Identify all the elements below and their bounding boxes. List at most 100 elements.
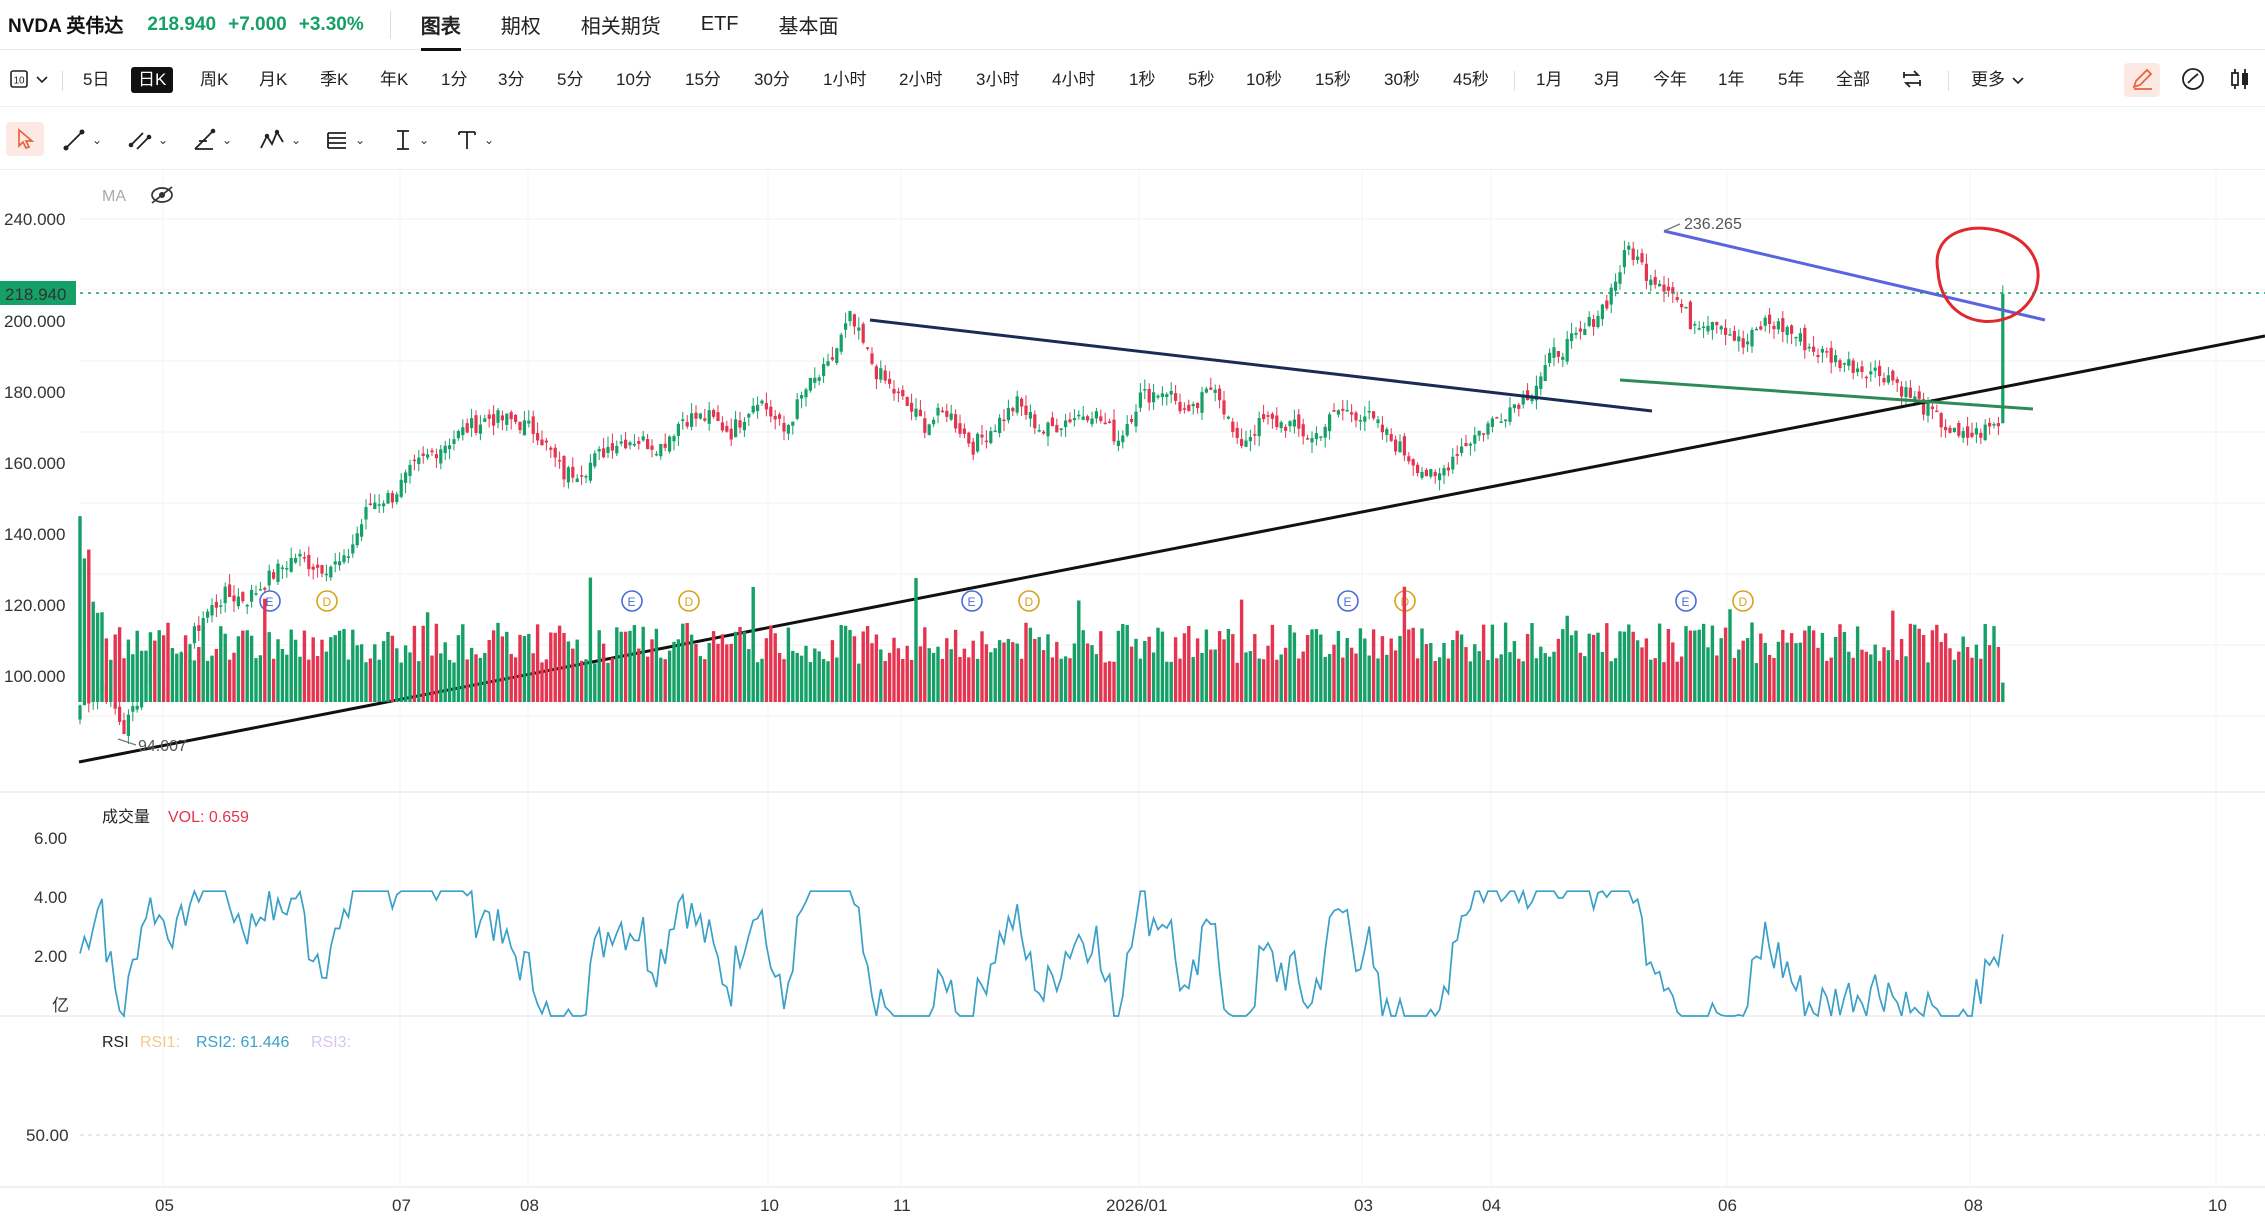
range-3-month[interactable]: 3月 [1594, 70, 1621, 89]
period-1m[interactable]: 1分 [441, 70, 468, 89]
range-1-year[interactable]: 1年 [1718, 70, 1745, 89]
tab-options[interactable]: 期权 [500, 16, 541, 38]
event-markers[interactable]: EDEDEDEDED [259, 590, 1754, 612]
candle [1011, 406, 1015, 417]
dividend-marker[interactable]: D [1018, 590, 1040, 612]
more-label: 更多 [1971, 70, 2005, 89]
candle [1015, 390, 1019, 416]
period-30s[interactable]: 30秒 [1384, 70, 1420, 89]
candle [1429, 468, 1433, 479]
period-5d[interactable]: 5日 [83, 70, 110, 89]
text-tool[interactable]: ⌄ [456, 126, 494, 154]
fib-tool[interactable]: ⌄ [192, 126, 232, 154]
green-support-line[interactable] [1619, 378, 2034, 411]
period-5s[interactable]: 5秒 [1188, 70, 1215, 89]
candle [241, 591, 245, 604]
period-2h[interactable]: 2小时 [899, 70, 943, 89]
annotation-tool[interactable]: ⌄ [393, 126, 429, 154]
tab-chart[interactable]: 图表 [420, 0, 461, 51]
drawings-layer[interactable] [78, 226, 2265, 764]
candle [632, 434, 636, 447]
tab-related-futures[interactable]: 相关期货 [580, 16, 661, 38]
tab-etf[interactable]: ETF [700, 13, 739, 35]
highlight-ellipse[interactable] [1935, 226, 2040, 323]
chart-type-selector[interactable]: 10 [10, 66, 54, 92]
period-15s[interactable]: 15秒 [1315, 70, 1351, 89]
candle [712, 408, 716, 419]
period-45s[interactable]: 45秒 [1453, 70, 1489, 89]
eye-slash-icon[interactable] [151, 186, 173, 204]
candle [1125, 415, 1129, 438]
period-3m[interactable]: 3分 [498, 70, 525, 89]
period-4h[interactable]: 4小时 [1052, 70, 1096, 89]
earnings-marker[interactable]: E [961, 590, 983, 612]
line-tool[interactable]: ⌄ [62, 126, 102, 154]
volume-bar [1222, 639, 1226, 702]
draw-toggle-button[interactable] [2124, 63, 2160, 97]
layout-button[interactable] [2228, 66, 2254, 92]
period-1s[interactable]: 1秒 [1129, 70, 1156, 89]
period-1h[interactable]: 1小时 [823, 70, 867, 89]
dividend-marker[interactable]: D [316, 590, 338, 612]
resistance-trendline[interactable] [869, 318, 1653, 413]
period-15m[interactable]: 15分 [685, 70, 721, 89]
volume-bar [865, 626, 870, 702]
period-yearly[interactable]: 年K [380, 70, 409, 89]
pattern-tool[interactable]: ⌄ [259, 126, 301, 154]
candle [1086, 414, 1090, 423]
volume-bar [1939, 641, 1943, 702]
dividend-marker[interactable]: D [678, 590, 700, 612]
range-ytd[interactable]: 今年 [1653, 70, 1687, 89]
indicator-button[interactable] [2180, 66, 2206, 92]
volume-bar [1424, 644, 1429, 702]
channel-tool[interactable]: ⌄ [128, 126, 168, 154]
candle [870, 347, 874, 366]
candle [531, 410, 535, 444]
candle [505, 413, 509, 432]
earnings-marker[interactable]: E [259, 590, 281, 612]
chart-area[interactable]: 240.000 200.000 180.000 160.000 140.000 … [0, 171, 2265, 1216]
period-10m[interactable]: 10分 [616, 70, 652, 89]
volume-bar [606, 662, 610, 702]
ma-label[interactable]: MA [102, 188, 126, 205]
period-30m[interactable]: 30分 [754, 70, 790, 89]
volume-bar [1393, 650, 1398, 702]
ticker-name[interactable]: NVDA 英伟达 [8, 16, 124, 37]
compare-swap-button[interactable] [1901, 68, 1923, 94]
period-5m[interactable]: 5分 [557, 70, 584, 89]
candle [1411, 458, 1415, 476]
volume-bar [522, 636, 527, 702]
cursor-tool[interactable] [6, 122, 44, 156]
candle [650, 439, 654, 458]
candle [954, 409, 958, 433]
candle [1851, 358, 1855, 380]
candle [1508, 397, 1512, 426]
candle [1020, 397, 1024, 416]
dividend-marker[interactable]: D [1732, 590, 1754, 612]
period-daily[interactable]: 日K [131, 67, 174, 93]
period-3h[interactable]: 3小时 [976, 70, 1020, 89]
earnings-marker[interactable]: E [621, 590, 643, 612]
candle-type-icon: 10 [10, 70, 48, 88]
candle [1068, 412, 1072, 424]
more-menu-button[interactable]: 更多 [1971, 67, 2026, 93]
period-10s[interactable]: 10秒 [1246, 70, 1282, 89]
range-5-year[interactable]: 5年 [1778, 70, 1805, 89]
candle [1424, 468, 1428, 477]
volume-bar [676, 639, 681, 702]
earnings-marker[interactable]: E [1675, 590, 1697, 612]
descending-trendline[interactable] [1663, 229, 2046, 322]
range-all[interactable]: 全部 [1836, 70, 1870, 89]
candle [1301, 418, 1305, 445]
support-trendline[interactable] [78, 334, 2265, 764]
tab-fundamentals[interactable]: 基本面 [778, 16, 839, 38]
period-monthly[interactable]: 月K [259, 70, 288, 89]
period-quarterly[interactable]: 季K [320, 70, 349, 89]
volume-bar [1389, 638, 1393, 702]
volume-bar [311, 637, 315, 702]
volume-bar [1750, 622, 1754, 702]
measure-tool[interactable]: ⌄ [325, 126, 365, 154]
period-weekly[interactable]: 周K [200, 70, 229, 89]
range-1-month[interactable]: 1月 [1536, 70, 1563, 89]
earnings-marker[interactable]: E [1337, 590, 1359, 612]
